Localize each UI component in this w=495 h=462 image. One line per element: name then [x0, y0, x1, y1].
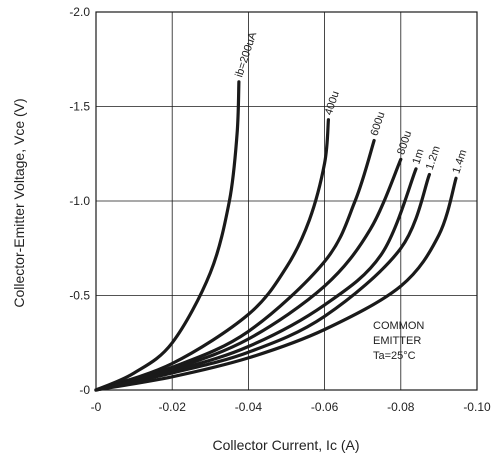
- grid: [96, 12, 477, 390]
- y-tick-label: -0: [79, 383, 90, 397]
- curve-label-1: ib=200uA: [233, 30, 259, 79]
- y-tick-label: -0.5: [69, 289, 90, 303]
- annotation-box: COMMON EMITTER Ta=25°C: [373, 320, 424, 362]
- curve-label-4: 800u: [395, 129, 414, 156]
- curve-7: [94, 176, 458, 392]
- annotation-line-1: COMMON: [373, 320, 424, 332]
- plot-frame: [95, 11, 478, 391]
- curve-label-6: 1.2m: [424, 144, 443, 171]
- curve-1: [94, 80, 241, 392]
- x-axis-label: Collector Current, Ic (A): [212, 437, 359, 453]
- curve-5: [94, 167, 418, 392]
- curves: [94, 80, 458, 392]
- x-tick-label: -0.06: [311, 400, 339, 414]
- ticks: -0 -0.02 -0.04 -0.06 -0.08 -0.10 -0 -0.5 -1.0 -1.…: [69, 5, 491, 414]
- curve-4: [94, 157, 403, 392]
- y-tick-label: -1.0: [69, 194, 90, 208]
- curve-label-2: 400u: [323, 90, 342, 117]
- curve-label-5: 1m: [410, 148, 426, 166]
- y-axis-label: Collector-Emitter Voltage, Vce (V): [11, 98, 27, 307]
- y-tick-label: -1.5: [69, 100, 90, 114]
- annotation-line-3: Ta=25°C: [373, 350, 416, 362]
- x-tick-label: -0.08: [387, 400, 415, 414]
- annotation-line-2: EMITTER: [373, 335, 421, 347]
- curve-label-3: 600u: [369, 110, 388, 137]
- x-tick-label: -0.10: [463, 400, 491, 414]
- x-tick-label: -0.04: [235, 400, 263, 414]
- curve-3: [94, 138, 376, 392]
- y-tick-label: -2.0: [69, 5, 90, 19]
- curve-2: [94, 118, 330, 392]
- x-tick-label: -0.02: [159, 400, 187, 414]
- x-tick-label: -0: [91, 400, 102, 414]
- curve-6: [94, 172, 431, 392]
- curve-label-7: 1.4m: [450, 148, 469, 175]
